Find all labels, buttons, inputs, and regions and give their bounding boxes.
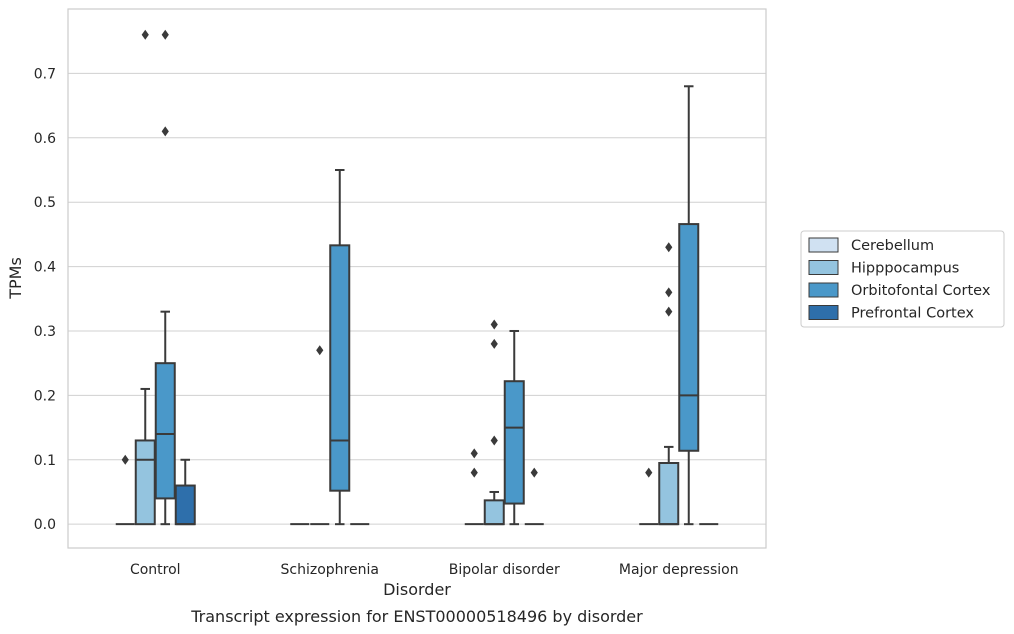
box-group bbox=[483, 319, 505, 526]
legend-swatch bbox=[808, 282, 839, 298]
outlier-point bbox=[141, 29, 149, 40]
outlier-point bbox=[161, 126, 169, 137]
outlier-point bbox=[665, 287, 673, 298]
box-group bbox=[134, 29, 156, 526]
y-tick-label: 0.6 bbox=[34, 131, 56, 147]
y-tick-label: 0.7 bbox=[34, 66, 56, 82]
x-tick-label: Control bbox=[130, 562, 181, 578]
y-axis-title: TPMs bbox=[6, 257, 25, 300]
outlier-point bbox=[665, 242, 673, 253]
y-tick-labels: 0.0 0.1 0.2 0.3 0.4 0.5 0.6 0.7 bbox=[34, 66, 56, 533]
y-tick-label: 0.1 bbox=[34, 453, 56, 469]
x-tick-labels: Control Schizophrenia Bipolar disorder Majo… bbox=[130, 562, 739, 578]
y-tick-label: 0.0 bbox=[34, 517, 56, 533]
legend-swatch bbox=[808, 260, 839, 275]
boxes bbox=[115, 29, 719, 526]
x-axis-title: Disorder bbox=[383, 580, 451, 599]
outlier-point bbox=[316, 345, 324, 356]
box-group bbox=[658, 242, 680, 526]
outlier-point bbox=[665, 306, 673, 317]
box-group bbox=[678, 85, 700, 526]
box-body bbox=[503, 380, 525, 505]
outlier-point bbox=[490, 435, 498, 446]
box-group bbox=[503, 329, 525, 526]
box-group bbox=[639, 467, 659, 526]
chart-caption: Transcript expression for ENST0000051849… bbox=[190, 607, 643, 626]
legend-label: Hipppocampus bbox=[851, 261, 959, 277]
outlier-point bbox=[470, 467, 478, 478]
y-tick-label: 0.3 bbox=[34, 324, 56, 340]
box-body bbox=[174, 484, 196, 526]
box-body bbox=[154, 362, 176, 500]
box-group bbox=[329, 168, 351, 526]
legend: Cerebellum Hipppocampus Orbitofontal Corte… bbox=[800, 230, 1005, 328]
legend-label: Orbitofontal Cortex bbox=[851, 283, 991, 299]
box-body bbox=[134, 439, 156, 526]
legend-label: Cerebellum bbox=[851, 238, 934, 254]
outlier-point bbox=[645, 467, 653, 478]
x-tick-label: Schizophrenia bbox=[281, 562, 379, 578]
box-body bbox=[329, 244, 351, 492]
box-group bbox=[310, 345, 330, 526]
outlier-point bbox=[470, 448, 478, 459]
box-group bbox=[154, 29, 176, 526]
box-body bbox=[678, 223, 700, 452]
box-body bbox=[658, 461, 680, 526]
outlier-point bbox=[490, 338, 498, 349]
outlier-point bbox=[490, 319, 498, 330]
legend-items: Cerebellum Hipppocampus Orbitofontal Corte… bbox=[808, 237, 991, 322]
box-group bbox=[174, 458, 196, 526]
box-body bbox=[483, 499, 505, 526]
outlier-point bbox=[530, 467, 538, 478]
outlier-point bbox=[121, 454, 129, 465]
legend-swatch bbox=[808, 237, 839, 253]
x-tick-label: Major depression bbox=[619, 562, 739, 578]
x-tick-label: Bipolar disorder bbox=[449, 562, 560, 578]
box-group bbox=[115, 454, 135, 526]
box-group bbox=[464, 448, 484, 526]
y-tick-label: 0.5 bbox=[34, 195, 56, 211]
y-tick-label: 0.2 bbox=[34, 388, 56, 404]
y-tick-label: 0.4 bbox=[34, 260, 56, 276]
outlier-point bbox=[161, 29, 169, 40]
box-group bbox=[524, 467, 544, 526]
legend-swatch bbox=[808, 305, 839, 320]
legend-label: Prefrontal Cortex bbox=[851, 306, 974, 322]
legend-frame bbox=[800, 230, 1005, 328]
plot-frame bbox=[67, 8, 767, 549]
